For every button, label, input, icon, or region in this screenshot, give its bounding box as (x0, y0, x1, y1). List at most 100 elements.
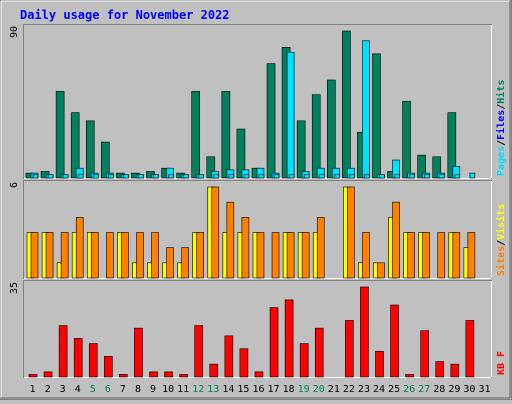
bar-sites (121, 232, 129, 279)
y-series-label: KB F (496, 351, 507, 375)
y-series-label-part: Sites (495, 246, 507, 276)
x-tick-label: 5 (90, 384, 96, 395)
bar-kb-f (224, 335, 234, 378)
bar-kb-f (465, 320, 475, 378)
bar-kb-f (450, 363, 460, 378)
bar-hits (191, 91, 201, 179)
bar-pages (379, 174, 385, 179)
bar-sites (106, 232, 114, 279)
bar-pages (288, 174, 295, 179)
bar-hits (447, 112, 457, 179)
bar-kb-f (420, 330, 429, 378)
x-tick-label: 19 (298, 384, 310, 395)
y-series-label-part: / (496, 140, 507, 146)
x-tick-label: 31 (478, 384, 490, 395)
bar-kb-f (88, 343, 98, 378)
bar-sites (377, 262, 385, 279)
bar-kb-f (43, 371, 53, 378)
bar-pages (409, 174, 415, 179)
x-tick-label: 14 (222, 384, 234, 395)
bar-pages (153, 174, 159, 179)
x-tick-label: 16 (252, 384, 264, 395)
bar-sites (301, 232, 310, 279)
bar-pages (168, 174, 174, 179)
x-tick-label: 8 (135, 384, 141, 395)
bar-sites (30, 232, 39, 279)
panel-kbytes: 35 KB F (9, 280, 507, 378)
bar-sites (467, 232, 476, 279)
bar-kb-f (314, 327, 324, 378)
bar-pages (424, 174, 430, 179)
bar-kb-f (209, 363, 219, 378)
bar-sites (241, 217, 250, 279)
bar-kb-f (149, 371, 158, 378)
bar-pages (62, 174, 69, 179)
bar-sites (256, 232, 265, 279)
y-max-label: 35 (9, 282, 20, 294)
x-tick-label: 9 (150, 384, 156, 395)
bar-sites (181, 247, 189, 279)
x-tick-label: 24 (373, 384, 385, 395)
bar-sites (60, 232, 69, 279)
bar-sites (90, 232, 99, 279)
bar-sites (75, 217, 84, 279)
x-tick-label: 22 (343, 384, 355, 395)
bar-hits (221, 91, 231, 179)
bar-hits (417, 154, 426, 179)
bar-pages (198, 174, 205, 179)
bar-sites (286, 232, 295, 279)
bar-hits (236, 128, 246, 179)
x-tick-label: 4 (75, 384, 81, 395)
bar-pages (364, 174, 370, 179)
x-tick-label: 25 (388, 384, 400, 395)
bar-kb-f (58, 325, 68, 378)
y-series-label-part: / (496, 104, 507, 110)
bar-pages (183, 174, 189, 179)
x-tick-label: 1 (30, 384, 36, 395)
bar-kb-f (194, 325, 204, 378)
x-tick-label: 2 (45, 384, 51, 395)
bar-pages (273, 174, 280, 179)
bar-sites (437, 232, 446, 279)
bar-pages (333, 174, 340, 179)
bar-sites (136, 232, 144, 279)
bar-pages (349, 174, 355, 179)
y-series-label-part: Hits (495, 80, 507, 104)
bar-pages (32, 174, 39, 179)
bar-pages (439, 174, 446, 179)
bar-kb-f (104, 356, 113, 378)
bar-pages (123, 174, 129, 179)
y-series-label-part: KB F (496, 351, 507, 375)
bar-kb-f (134, 327, 143, 378)
x-tick-label: 11 (177, 384, 189, 395)
y-series-label: Pages/Files/Hits (495, 80, 507, 176)
y-series-label-part: Files (495, 110, 507, 140)
x-tick-label: 26 (403, 384, 415, 395)
bar-kb-f (179, 374, 188, 378)
bar-pages (77, 174, 84, 179)
bar-files (286, 51, 295, 179)
x-tick-label: 28 (433, 384, 445, 395)
bar-sites (362, 232, 370, 279)
bar-kb-f (254, 371, 264, 378)
bar-hits (55, 91, 65, 179)
bar-pages (92, 174, 99, 179)
bar-pages (213, 174, 220, 179)
bar-kb-f (345, 320, 354, 378)
bar-kb-f (164, 371, 173, 378)
bar-sites (271, 232, 280, 279)
x-tick-label: 18 (283, 384, 295, 395)
bar-hits (326, 79, 336, 179)
bar-kb-f (269, 307, 279, 378)
x-tick-label: 30 (463, 384, 475, 395)
bar-pages (108, 174, 114, 179)
bar-hits (266, 63, 276, 179)
y-series-label-part: Visits (495, 204, 507, 240)
x-tick-label: 10 (162, 384, 174, 395)
y-series-label-part: / (496, 240, 507, 246)
panel-sites_visits: 6 Sites/Visits (9, 180, 507, 279)
